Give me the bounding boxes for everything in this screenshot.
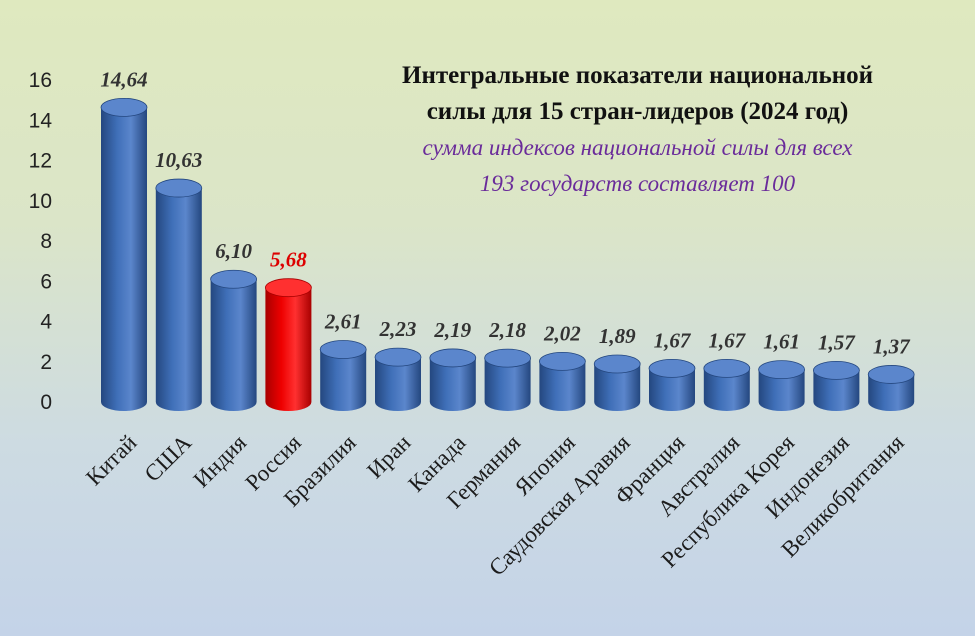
bar-body	[320, 349, 367, 411]
bar-top	[813, 361, 860, 380]
bar-5	[319, 340, 367, 411]
bar-1	[100, 97, 148, 412]
bar-top	[539, 351, 586, 371]
chart-title-block: Интегральные показатели национальной сил…	[330, 58, 945, 202]
data-label: 2,19	[433, 318, 471, 342]
data-label: 2,18	[488, 318, 526, 342]
data-label: 6,10	[215, 239, 252, 263]
data-label: 1,37	[873, 334, 911, 358]
bar-body	[375, 357, 421, 411]
bar-body	[265, 287, 312, 411]
bar-10	[593, 354, 641, 411]
bar-body	[539, 361, 586, 411]
y-tick-label: 8	[40, 230, 52, 253]
bar-body	[649, 368, 695, 411]
chart-subtitle-line-2: 193 государств составляет 100	[479, 171, 796, 196]
bar-body	[155, 188, 202, 411]
data-label: 1,89	[599, 324, 636, 348]
data-label: 1,57	[818, 330, 856, 354]
data-label: 10,63	[155, 148, 202, 172]
y-tick-label: 16	[29, 69, 52, 92]
bar-top	[374, 347, 422, 367]
y-tick-label: 12	[29, 150, 52, 173]
bar-top	[867, 365, 915, 384]
bar-15	[867, 365, 915, 411]
bar-8	[484, 348, 532, 411]
bar-body	[429, 357, 476, 411]
bar-4	[264, 278, 312, 411]
bar-11	[648, 358, 696, 411]
bar-top	[758, 360, 805, 379]
bar-body	[868, 374, 915, 411]
data-label: 5,68	[270, 248, 307, 272]
y-tick-label: 10	[29, 190, 52, 213]
bar-top	[155, 178, 203, 198]
bar-top	[648, 358, 696, 378]
y-tick-label: 4	[40, 311, 52, 334]
bar-top	[319, 340, 367, 359]
bar-top	[210, 269, 258, 289]
chart-subtitle-line-1: сумма индексов национальной силы для все…	[422, 135, 853, 160]
data-label: 1,61	[763, 330, 800, 354]
x-tick-label: Индия	[189, 430, 252, 493]
bar-top	[264, 278, 312, 298]
bar-body	[210, 279, 257, 411]
data-label: 14,64	[100, 67, 147, 91]
bar-14	[813, 361, 860, 411]
bar-3	[210, 269, 258, 411]
bar-body	[758, 369, 805, 411]
y-tick-label: 14	[29, 109, 53, 132]
x-tick-label: США	[140, 430, 197, 487]
data-label: 2,61	[324, 309, 362, 333]
chart-title-line-1: Интегральные показатели национальной	[402, 62, 873, 89]
bar-top	[593, 354, 641, 374]
chart-title-line-2: силы для 15 стран-лидеров (2024 год)	[426, 98, 849, 125]
bar-top	[100, 97, 148, 117]
bar-body	[484, 358, 531, 411]
data-label: 2,23	[379, 317, 417, 341]
bar-6	[374, 347, 422, 411]
bar-top	[703, 358, 751, 378]
y-tick-label: 2	[40, 351, 52, 374]
bar-2	[155, 178, 203, 411]
bar-top	[484, 348, 532, 368]
bar-body	[594, 363, 641, 411]
data-label: 1,67	[654, 328, 692, 352]
bar-7	[429, 348, 477, 411]
y-tick-label: 6	[40, 270, 52, 293]
bar-9	[539, 351, 586, 411]
bar-12	[703, 358, 751, 411]
data-label: 1,67	[708, 328, 746, 352]
bar-body	[703, 368, 750, 411]
bar-body	[101, 107, 147, 412]
bar-13	[758, 360, 805, 411]
x-tick-label: Китай	[81, 430, 141, 490]
bar-top	[429, 348, 477, 368]
data-label: 2,02	[543, 321, 581, 345]
y-tick-label: 0	[40, 391, 52, 414]
bar-body	[813, 370, 860, 411]
